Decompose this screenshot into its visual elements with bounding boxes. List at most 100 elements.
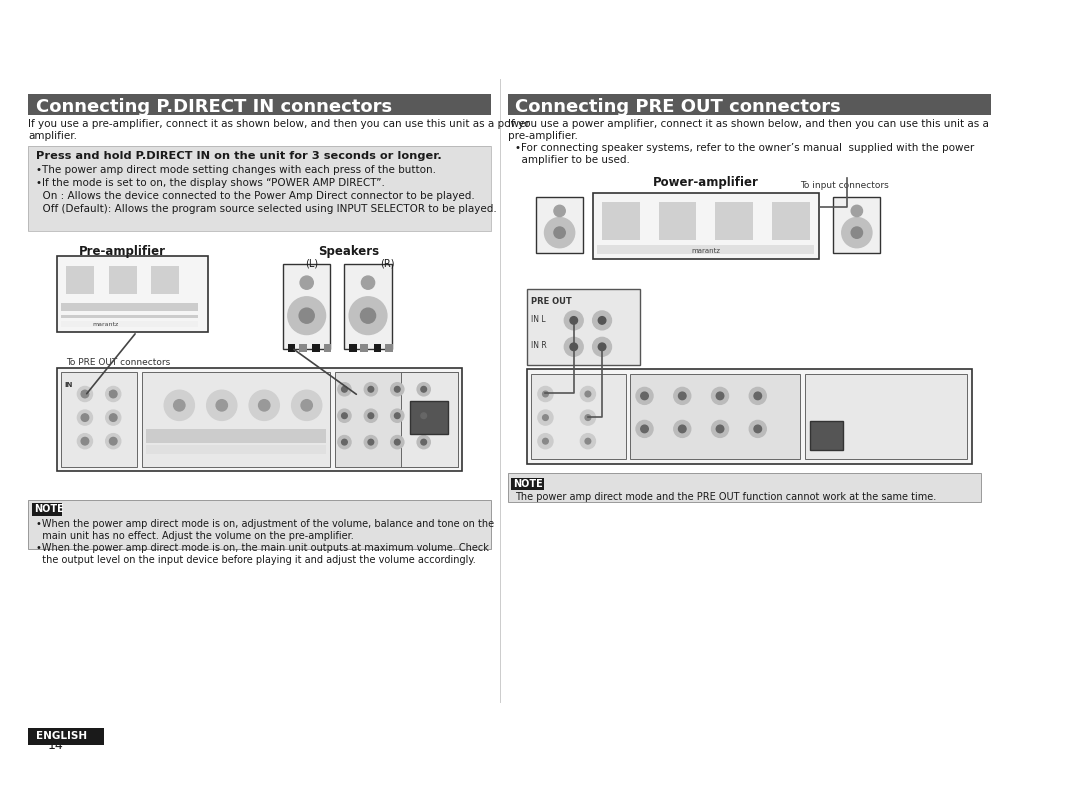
Bar	[527, 370, 972, 464]
Text: R: R	[108, 391, 112, 396]
Circle shape	[364, 409, 378, 422]
Bar	[508, 474, 982, 502]
Circle shape	[570, 317, 578, 324]
Text: Speakers: Speakers	[319, 245, 380, 258]
Bar	[345, 264, 392, 349]
Bar	[508, 474, 982, 502]
Circle shape	[421, 386, 427, 392]
Circle shape	[716, 426, 724, 433]
Text: the output level on the input device before playing it and adjust the volume acc: the output level on the input device bef…	[36, 556, 475, 565]
Text: If you use a pre-amplifier, connect it as shown below, and then you can use this: If you use a pre-amplifier, connect it a…	[28, 120, 530, 141]
Circle shape	[421, 413, 427, 418]
Bar	[597, 245, 814, 255]
Circle shape	[299, 308, 314, 323]
Circle shape	[106, 386, 121, 402]
Circle shape	[81, 414, 89, 422]
Circle shape	[636, 388, 653, 404]
Circle shape	[678, 426, 686, 433]
Circle shape	[338, 409, 351, 422]
Circle shape	[674, 421, 691, 437]
Circle shape	[750, 388, 767, 404]
Bar	[56, 367, 462, 471]
Bar	[62, 372, 137, 466]
Text: NOTE: NOTE	[513, 479, 543, 489]
Circle shape	[368, 386, 374, 392]
Circle shape	[417, 409, 430, 422]
Text: marantz: marantz	[691, 248, 720, 255]
Text: The power amp direct mode and the PRE OUT function cannot work at the same time.: The power amp direct mode and the PRE OU…	[515, 492, 936, 502]
Bar	[299, 344, 307, 351]
Bar	[28, 94, 490, 115]
Text: main unit has no effect. Adjust the volume on the pre-amplifier.: main unit has no effect. Adjust the volu…	[36, 531, 353, 541]
Circle shape	[554, 227, 565, 238]
Circle shape	[580, 410, 595, 426]
Bar	[593, 193, 819, 259]
Bar	[335, 372, 458, 466]
Circle shape	[391, 436, 404, 448]
Bar	[374, 344, 381, 351]
Bar	[28, 146, 490, 231]
Circle shape	[538, 386, 553, 402]
Bar	[28, 500, 490, 548]
Circle shape	[636, 421, 653, 437]
Circle shape	[754, 426, 761, 433]
Text: Connecting PRE OUT connectors: Connecting PRE OUT connectors	[515, 98, 841, 116]
Bar	[141, 372, 330, 466]
Bar	[146, 429, 325, 443]
Circle shape	[301, 400, 312, 411]
Circle shape	[585, 414, 591, 421]
Bar	[602, 203, 639, 240]
Bar	[28, 146, 490, 231]
Circle shape	[78, 386, 93, 402]
Circle shape	[565, 311, 583, 330]
Text: If you use a power amplifier, connect it as shown below, and then you can use th: If you use a power amplifier, connect it…	[508, 120, 988, 141]
Bar	[536, 197, 583, 254]
Circle shape	[292, 390, 322, 421]
Bar	[151, 266, 179, 294]
Circle shape	[364, 383, 378, 396]
Bar	[772, 203, 810, 240]
Bar	[28, 500, 490, 548]
Text: •When the power amp direct mode is on, the main unit outputs at maximum volume. : •When the power amp direct mode is on, t…	[36, 543, 489, 553]
Bar	[536, 197, 583, 254]
Circle shape	[391, 409, 404, 422]
Circle shape	[565, 337, 583, 356]
Bar	[593, 193, 819, 259]
Bar	[810, 422, 842, 450]
Bar	[141, 372, 330, 466]
Bar	[62, 303, 198, 311]
Circle shape	[341, 413, 348, 418]
Circle shape	[106, 433, 121, 448]
Circle shape	[361, 308, 376, 323]
Circle shape	[394, 439, 400, 445]
Text: On : Allows the device connected to the Power Amp Direct connector to be played.: On : Allows the device connected to the …	[36, 191, 474, 201]
Circle shape	[593, 311, 611, 330]
Bar	[28, 728, 104, 745]
Circle shape	[580, 386, 595, 402]
Circle shape	[712, 388, 729, 404]
Bar	[531, 374, 625, 459]
Circle shape	[206, 390, 237, 421]
Circle shape	[417, 436, 430, 448]
Circle shape	[598, 343, 606, 351]
Text: IN R: IN R	[531, 341, 548, 350]
Circle shape	[287, 297, 325, 335]
Circle shape	[585, 391, 591, 397]
Circle shape	[754, 392, 761, 400]
Bar	[631, 374, 800, 459]
Bar	[410, 400, 448, 433]
Bar	[715, 203, 753, 240]
Bar	[32, 504, 63, 515]
Text: •For connecting speaker systems, refer to the owner’s manual  supplied with the : •For connecting speaker systems, refer t…	[515, 143, 974, 165]
Bar	[834, 197, 880, 254]
Text: NOTE: NOTE	[33, 504, 64, 515]
Circle shape	[349, 297, 387, 335]
Bar	[287, 344, 295, 351]
Circle shape	[542, 414, 549, 421]
Circle shape	[417, 383, 430, 396]
Circle shape	[368, 439, 374, 445]
Bar	[56, 256, 207, 332]
Circle shape	[712, 421, 729, 437]
Circle shape	[394, 413, 400, 418]
Text: To input connectors: To input connectors	[800, 180, 889, 190]
